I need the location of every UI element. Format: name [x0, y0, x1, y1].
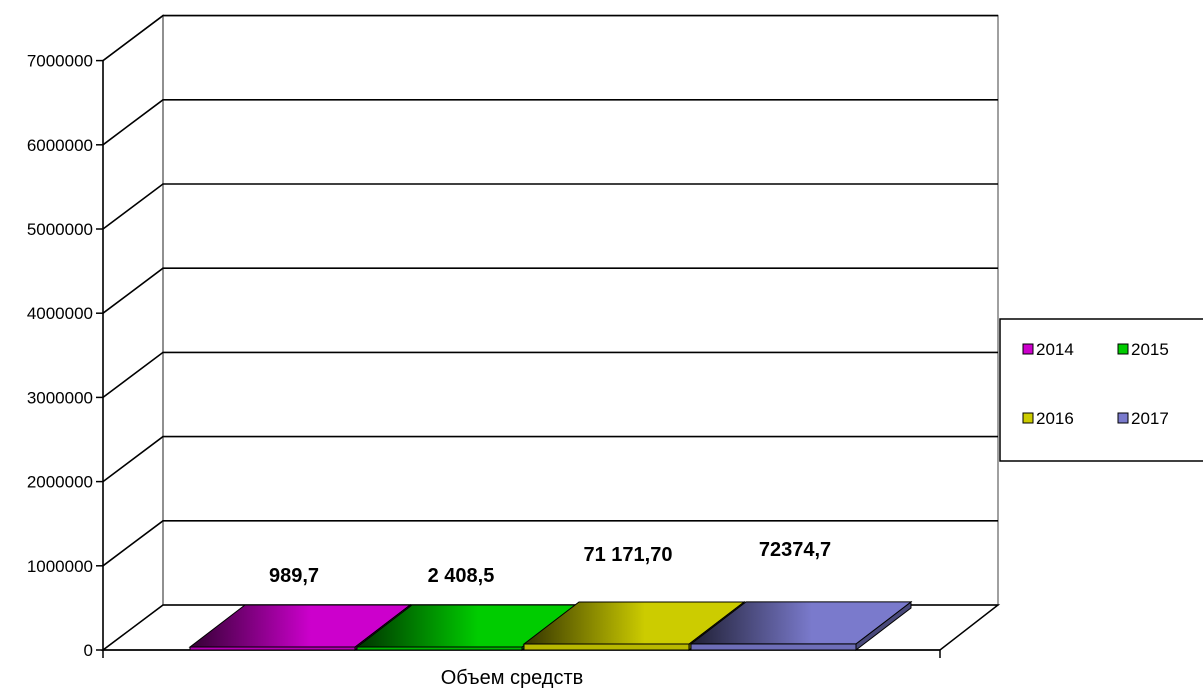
legend-swatch-2016 [1022, 412, 1034, 424]
legend: 2014 2015 2016 2017 [999, 318, 1203, 462]
back-wall [162, 14, 999, 606]
legend-swatch-2017 [1117, 412, 1129, 424]
legend-label-2017: 2017 [1131, 409, 1169, 428]
x-axis-categories: Объем средств [441, 667, 584, 689]
data-label-2017: 72374,7 [759, 539, 831, 561]
gridline [102, 435, 998, 483]
legend-label-2016: 2016 [1036, 409, 1074, 428]
legend-swatch-2014 [1022, 343, 1034, 355]
axes [102, 60, 941, 658]
gridline [102, 519, 998, 567]
bars [188, 600, 913, 652]
bar-front-2017 [690, 643, 857, 651]
legend-label-2015: 2015 [1131, 340, 1169, 359]
gridline [102, 351, 998, 399]
data-label-2015: 2 408,5 [428, 565, 495, 587]
data-label-2016: 71 171,70 [584, 544, 673, 566]
y-tick-label: 4000000 [27, 304, 93, 323]
legend-box [999, 318, 1203, 462]
y-tick-label: 7000000 [27, 52, 93, 71]
legend-swatch-2015 [1117, 343, 1129, 355]
bar-top-2017 [689, 601, 913, 645]
y-tick-label: 5000000 [27, 220, 93, 239]
y-tick-label: 3000000 [27, 388, 93, 407]
gridline [102, 183, 998, 230]
data-labels: 989,7 2 408,5 71 171,70 72374,7 [269, 539, 831, 587]
bar-top-2016 [522, 601, 746, 645]
gridlines [102, 14, 998, 567]
bar-top-2014 [188, 604, 412, 648]
y-tick-label: 0 [84, 641, 93, 660]
legend-label-2014: 2014 [1036, 340, 1074, 359]
gridline [102, 99, 998, 146]
bar-front-2016 [523, 643, 690, 651]
gridline [102, 267, 998, 314]
y-tick-label: 1000000 [27, 557, 93, 576]
data-label-2014: 989,7 [269, 565, 319, 587]
chart-walls [100, 14, 1001, 652]
y-tick-label: 2000000 [27, 473, 93, 492]
gridline [102, 14, 998, 62]
category-label: Объем средств [441, 667, 584, 689]
y-tick-label: 6000000 [27, 136, 93, 155]
side-wall [102, 14, 164, 652]
y-axis-ticks: 0 1000000 2000000 3000000 4000000 5000000 6000… [27, 52, 103, 660]
